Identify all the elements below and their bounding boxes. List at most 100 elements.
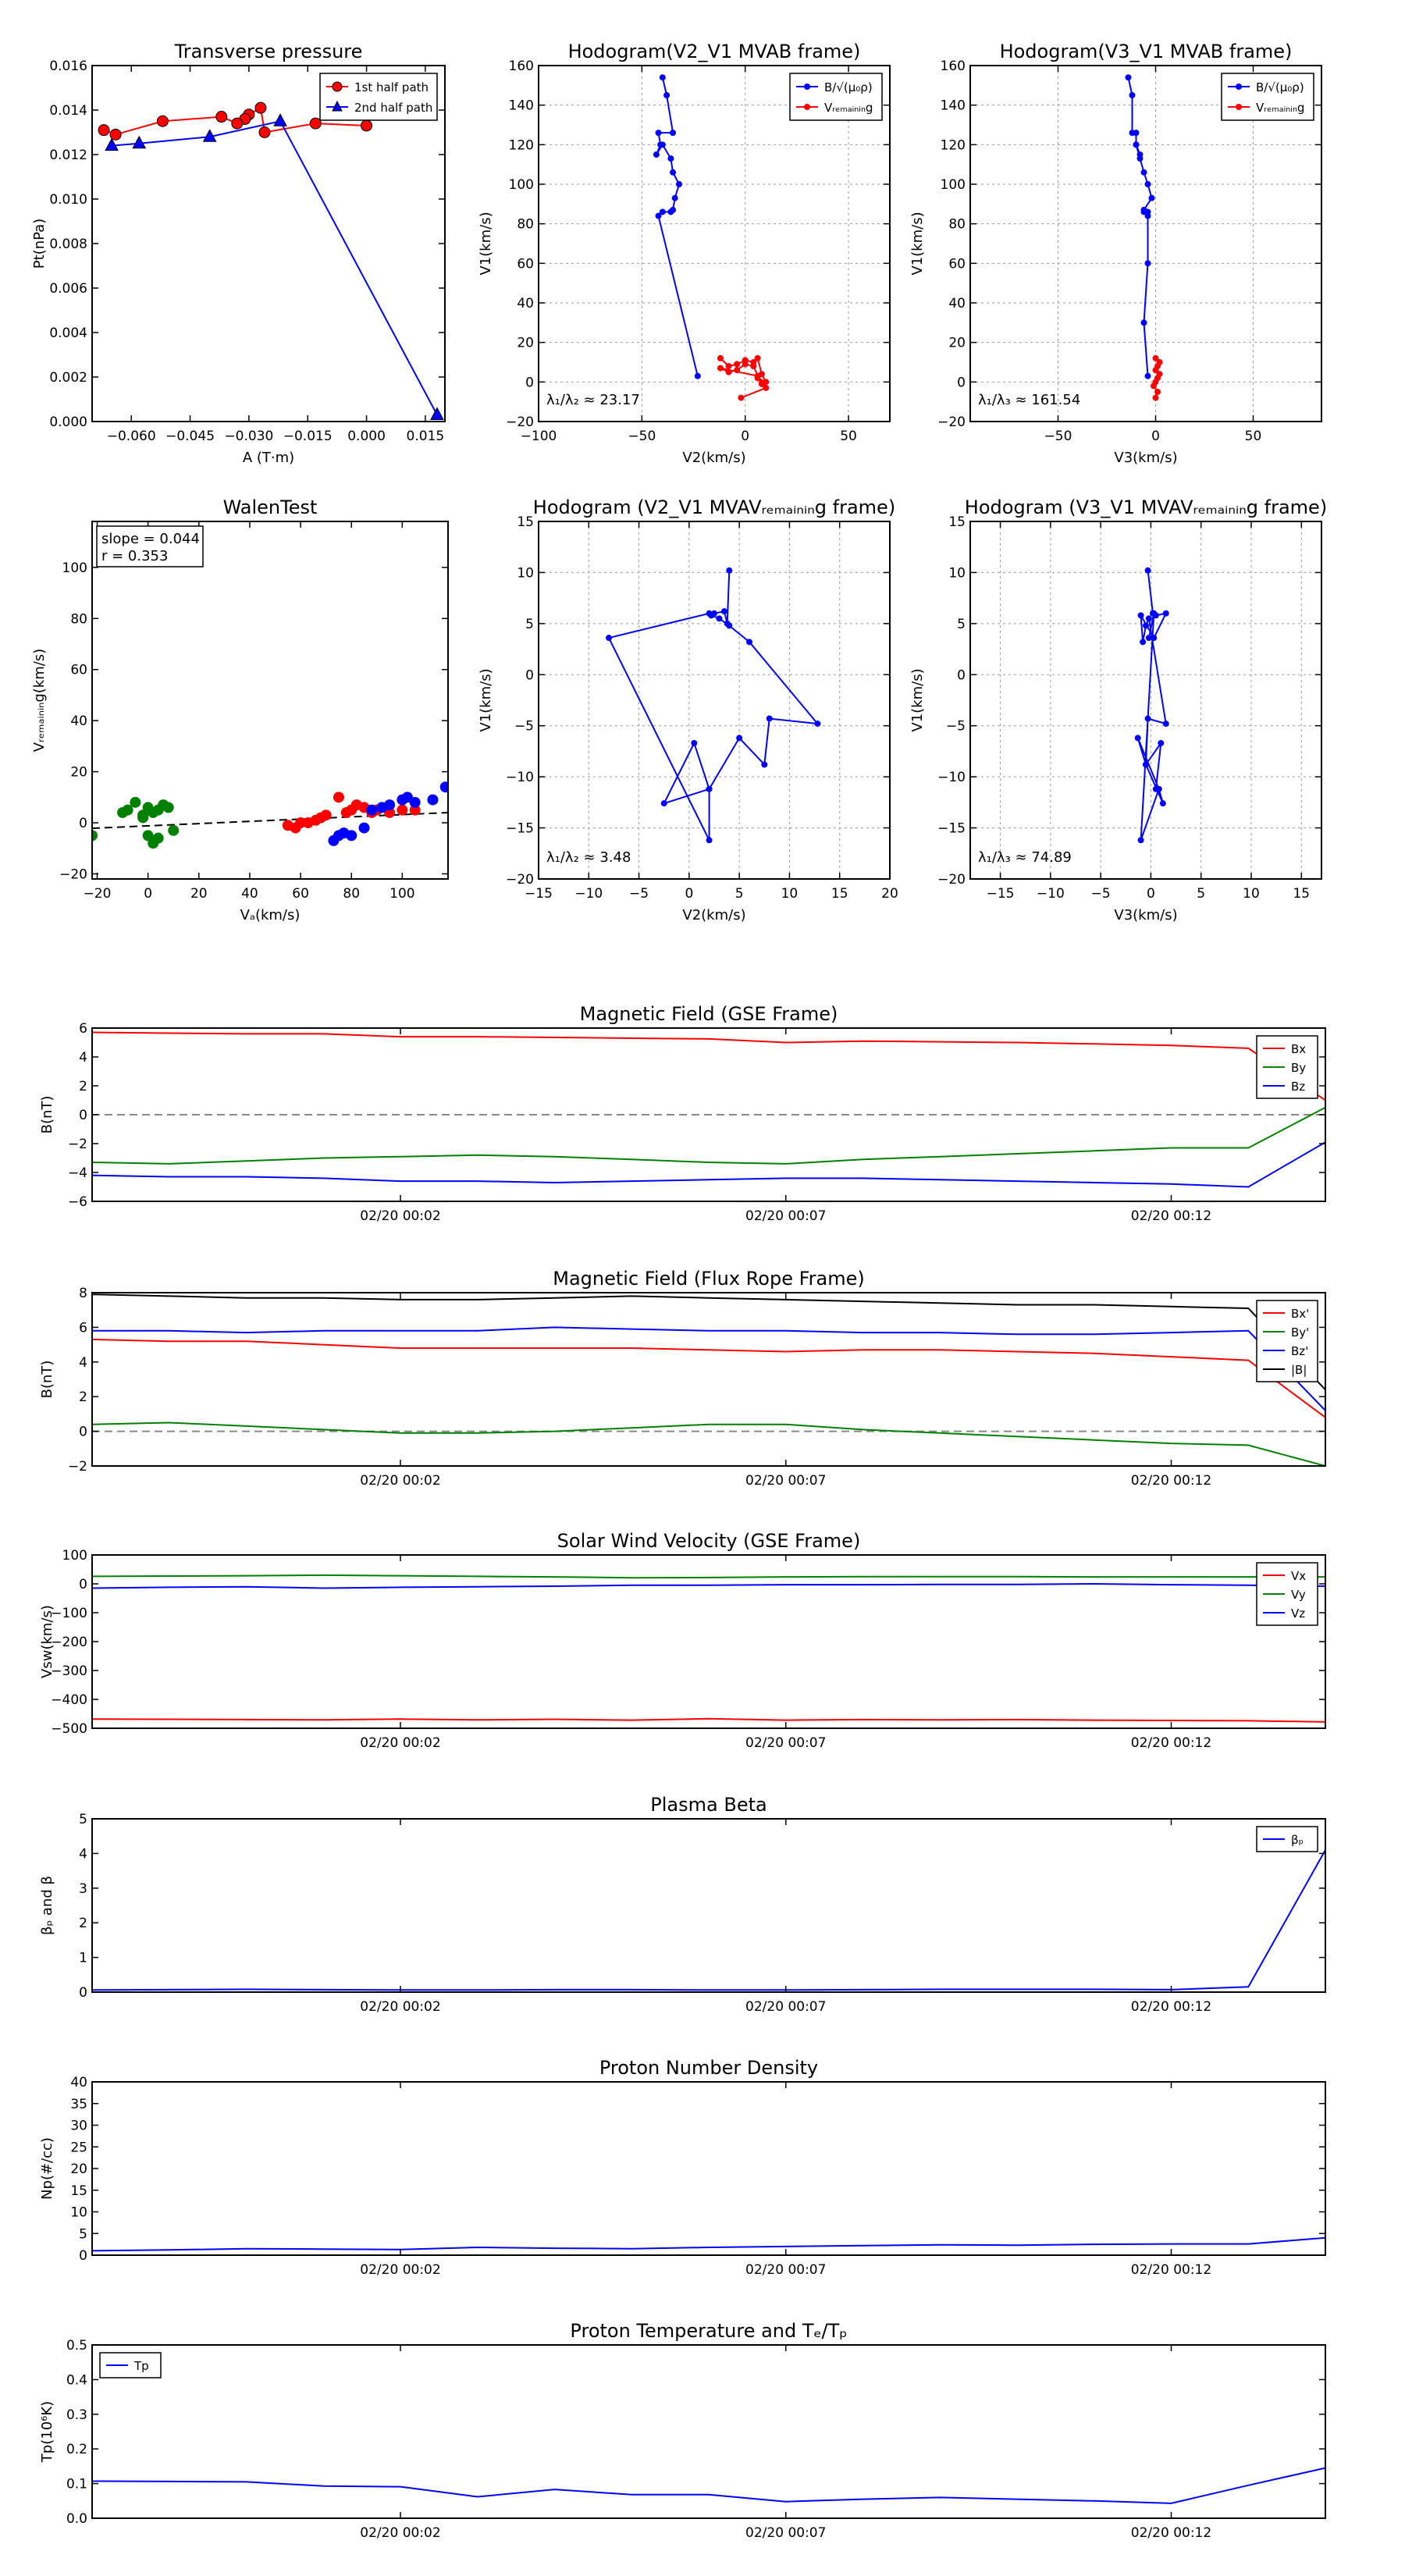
y-tick-label: 0.3 xyxy=(66,2407,87,2423)
chart-title: Magnetic Field (Flux Rope Frame) xyxy=(553,1268,864,1290)
y-tick-label: 20 xyxy=(70,2161,87,2177)
x-tick-label: 02/20 00:07 xyxy=(745,1999,826,2015)
series-b--line xyxy=(655,76,699,376)
chart-frame xyxy=(969,521,1322,880)
y-tick-label: 20 xyxy=(517,336,534,351)
y-tick-label: 4 xyxy=(79,1355,87,1371)
data-point xyxy=(660,800,667,807)
y-tick-label: 0 xyxy=(525,667,534,683)
data-point xyxy=(717,354,724,361)
x-tick-label: 02/20 00:02 xyxy=(360,2262,440,2278)
data-point xyxy=(1151,635,1158,642)
data-point xyxy=(667,208,674,215)
y-axis-label: V1(km/s) xyxy=(909,212,926,275)
series-bz-line xyxy=(92,1141,1325,1188)
data-point xyxy=(754,354,761,361)
data-point xyxy=(333,792,344,803)
legend: 1st half path 2nd half path xyxy=(319,73,438,121)
y-tick-label: −6 xyxy=(68,1194,87,1210)
data-point xyxy=(430,407,444,420)
annotation-box xyxy=(96,525,204,568)
legend: Vx Vy Vz xyxy=(1256,1562,1318,1626)
y-tick-label: −200 xyxy=(51,1635,87,1650)
legend-marker xyxy=(804,84,810,90)
y-tick-label: 0 xyxy=(79,2248,87,2264)
y-tick-label: 10 xyxy=(948,565,966,581)
y-axis-label: V1(km/s) xyxy=(909,668,926,731)
y-tick-label: 0.002 xyxy=(49,370,87,386)
chart-title: Hodogram(V2_V1 MVAB frame) xyxy=(568,41,861,62)
y-tick-label: 10 xyxy=(517,565,534,581)
data-point xyxy=(659,74,666,81)
x-tick-label: −10 xyxy=(574,886,603,902)
legend: βₚ xyxy=(1256,1826,1318,1852)
y-tick-label: 40 xyxy=(948,296,966,311)
chart-panel-6: Magnetic Field (GSE Frame) 02/20 00:02 02/… xyxy=(39,1003,1326,1224)
x-tick-label: 80 xyxy=(343,886,360,902)
legend-label: Vx xyxy=(1291,1569,1306,1583)
x-tick-label: 0 xyxy=(685,886,693,902)
data-point xyxy=(156,115,169,127)
data-point xyxy=(1129,92,1136,98)
legend-label: Bz' xyxy=(1291,1344,1308,1358)
series-0-line xyxy=(92,2236,1325,2252)
y-tick-label: 0.4 xyxy=(66,2372,87,2388)
x-tick-label: −15 xyxy=(525,886,553,902)
data-point xyxy=(273,113,287,126)
legend-label: 2nd half path xyxy=(354,101,432,115)
x-tick-label: 20 xyxy=(190,886,208,902)
data-point xyxy=(320,809,332,821)
data-point xyxy=(1140,639,1147,646)
data-point xyxy=(1154,389,1161,395)
x-tick-label: 02/20 00:02 xyxy=(360,1999,440,2015)
y-tick-label: 0 xyxy=(79,1425,87,1440)
legend-label: Vy xyxy=(1291,1588,1306,1602)
annotation-text: r = 0.353 xyxy=(101,548,168,564)
data-point xyxy=(1145,615,1152,622)
annotation-text: λ₁/λ₂ ≈ 23.17 xyxy=(546,392,640,408)
data-point xyxy=(750,363,757,370)
x-tick-label: −50 xyxy=(1044,429,1072,444)
chart-data-area xyxy=(653,74,770,401)
legend-box xyxy=(319,73,438,121)
data-point xyxy=(1137,612,1144,619)
y-tick-label: 100 xyxy=(62,1548,87,1564)
legend-label: Bz xyxy=(1291,1080,1305,1094)
chart-data-area xyxy=(92,1031,1325,1188)
annotation-text: λ₁/λ₃ ≈ 161.54 xyxy=(978,392,1080,408)
y-tick-label: 15 xyxy=(517,514,534,530)
data-point xyxy=(1152,394,1159,401)
x-axis-label: V3(km/s) xyxy=(1114,450,1177,466)
legend-label: By xyxy=(1291,1061,1306,1075)
chart-title: Proton Temperature and Tₑ/Tₚ xyxy=(570,2320,847,2342)
y-tick-label: 100 xyxy=(941,177,966,193)
chart-panel-7: Magnetic Field (Flux Rope Frame) 02/20 00… xyxy=(39,1268,1326,1489)
y-axis-label: Tp(10⁶K) xyxy=(39,2401,55,2463)
y-axis-label: Pt(nPa) xyxy=(31,219,48,269)
chart-frame xyxy=(91,1554,1326,1729)
legend-label: Bx' xyxy=(1291,1307,1309,1321)
y-tick-label: 0 xyxy=(79,816,87,831)
data-point xyxy=(726,622,733,629)
x-tick-label: 02/20 00:07 xyxy=(745,1208,826,1224)
data-point xyxy=(653,151,660,158)
series-bz--line xyxy=(92,1326,1325,1411)
chart-panel-11: Proton Temperature and Tₑ/Tₚ 02/20 00:02 0… xyxy=(39,2320,1326,2541)
y-tick-label: 20 xyxy=(948,336,966,351)
series-2nd-half-path-line xyxy=(112,120,438,415)
y-tick-label: 4 xyxy=(79,1846,87,1862)
data-point xyxy=(98,124,110,137)
y-tick-label: 1 xyxy=(79,1951,87,1966)
data-point xyxy=(1144,260,1151,267)
y-tick-label: 0.0 xyxy=(66,2511,87,2527)
legend-marker xyxy=(1236,84,1242,90)
x-tick-label: −5 xyxy=(1091,886,1111,902)
legend-label: Tp xyxy=(133,2359,149,2373)
legend-label: B/√(μ₀ρ) xyxy=(824,80,873,94)
x-tick-label: 0 xyxy=(1151,429,1160,444)
data-point xyxy=(1144,212,1151,219)
y-axis-label: B(nT) xyxy=(39,1361,55,1399)
chart-title: Hodogram (V2_V1 MVAVᵣₑₘₐᵢₙᵢₙg frame) xyxy=(533,496,895,518)
legend: Tp xyxy=(99,2352,162,2379)
data-point xyxy=(655,130,662,137)
